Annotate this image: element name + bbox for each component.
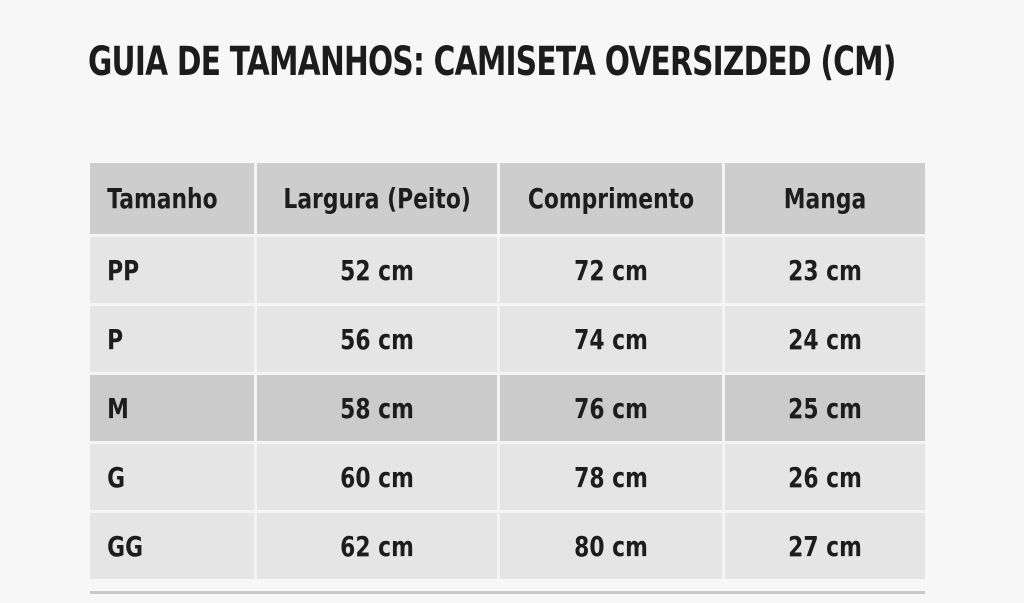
size-cell: GG (90, 513, 257, 579)
sleeve-cell: 23 cm (725, 237, 925, 306)
size-chart-table: Tamanho Largura (Peito) Comprimento Mang… (90, 163, 925, 579)
header-length: Comprimento (500, 163, 725, 237)
table-bottom-divider (90, 591, 925, 594)
table-row: PP 52 cm 72 cm 23 cm (90, 237, 925, 306)
width-cell: 56 cm (257, 306, 500, 375)
length-cell: 78 cm (500, 444, 725, 513)
length-cell: 76 cm (500, 375, 725, 444)
size-cell: P (90, 306, 257, 375)
width-cell: 58 cm (257, 375, 500, 444)
width-cell: 52 cm (257, 237, 500, 306)
table-row: GG 62 cm 80 cm 27 cm (90, 513, 925, 579)
table-row-highlighted: M 58 cm 76 cm 25 cm (90, 375, 925, 444)
sleeve-cell: 26 cm (725, 444, 925, 513)
length-cell: 74 cm (500, 306, 725, 375)
size-cell: M (90, 375, 257, 444)
size-cell: PP (90, 237, 257, 306)
header-size: Tamanho (90, 163, 257, 237)
width-cell: 60 cm (257, 444, 500, 513)
table-row: G 60 cm 78 cm 26 cm (90, 444, 925, 513)
sleeve-cell: 27 cm (788, 529, 862, 563)
length-cell: 72 cm (500, 237, 725, 306)
table-row: P 56 cm 74 cm 24 cm (90, 306, 925, 375)
header-sleeve: Manga (725, 163, 925, 237)
page-title: GUIA DE TAMANHOS: CAMISETA OVERSIZDED (C… (88, 39, 896, 85)
size-cell: G (90, 444, 257, 513)
table-header-row: Tamanho Largura (Peito) Comprimento Mang… (90, 163, 925, 237)
sleeve-cell: 24 cm (725, 306, 925, 375)
length-cell: 80 cm (500, 513, 725, 579)
header-chest-width: Largura (Peito) (257, 163, 500, 237)
sleeve-cell: 25 cm (725, 375, 925, 444)
width-cell: 62 cm (257, 513, 500, 579)
